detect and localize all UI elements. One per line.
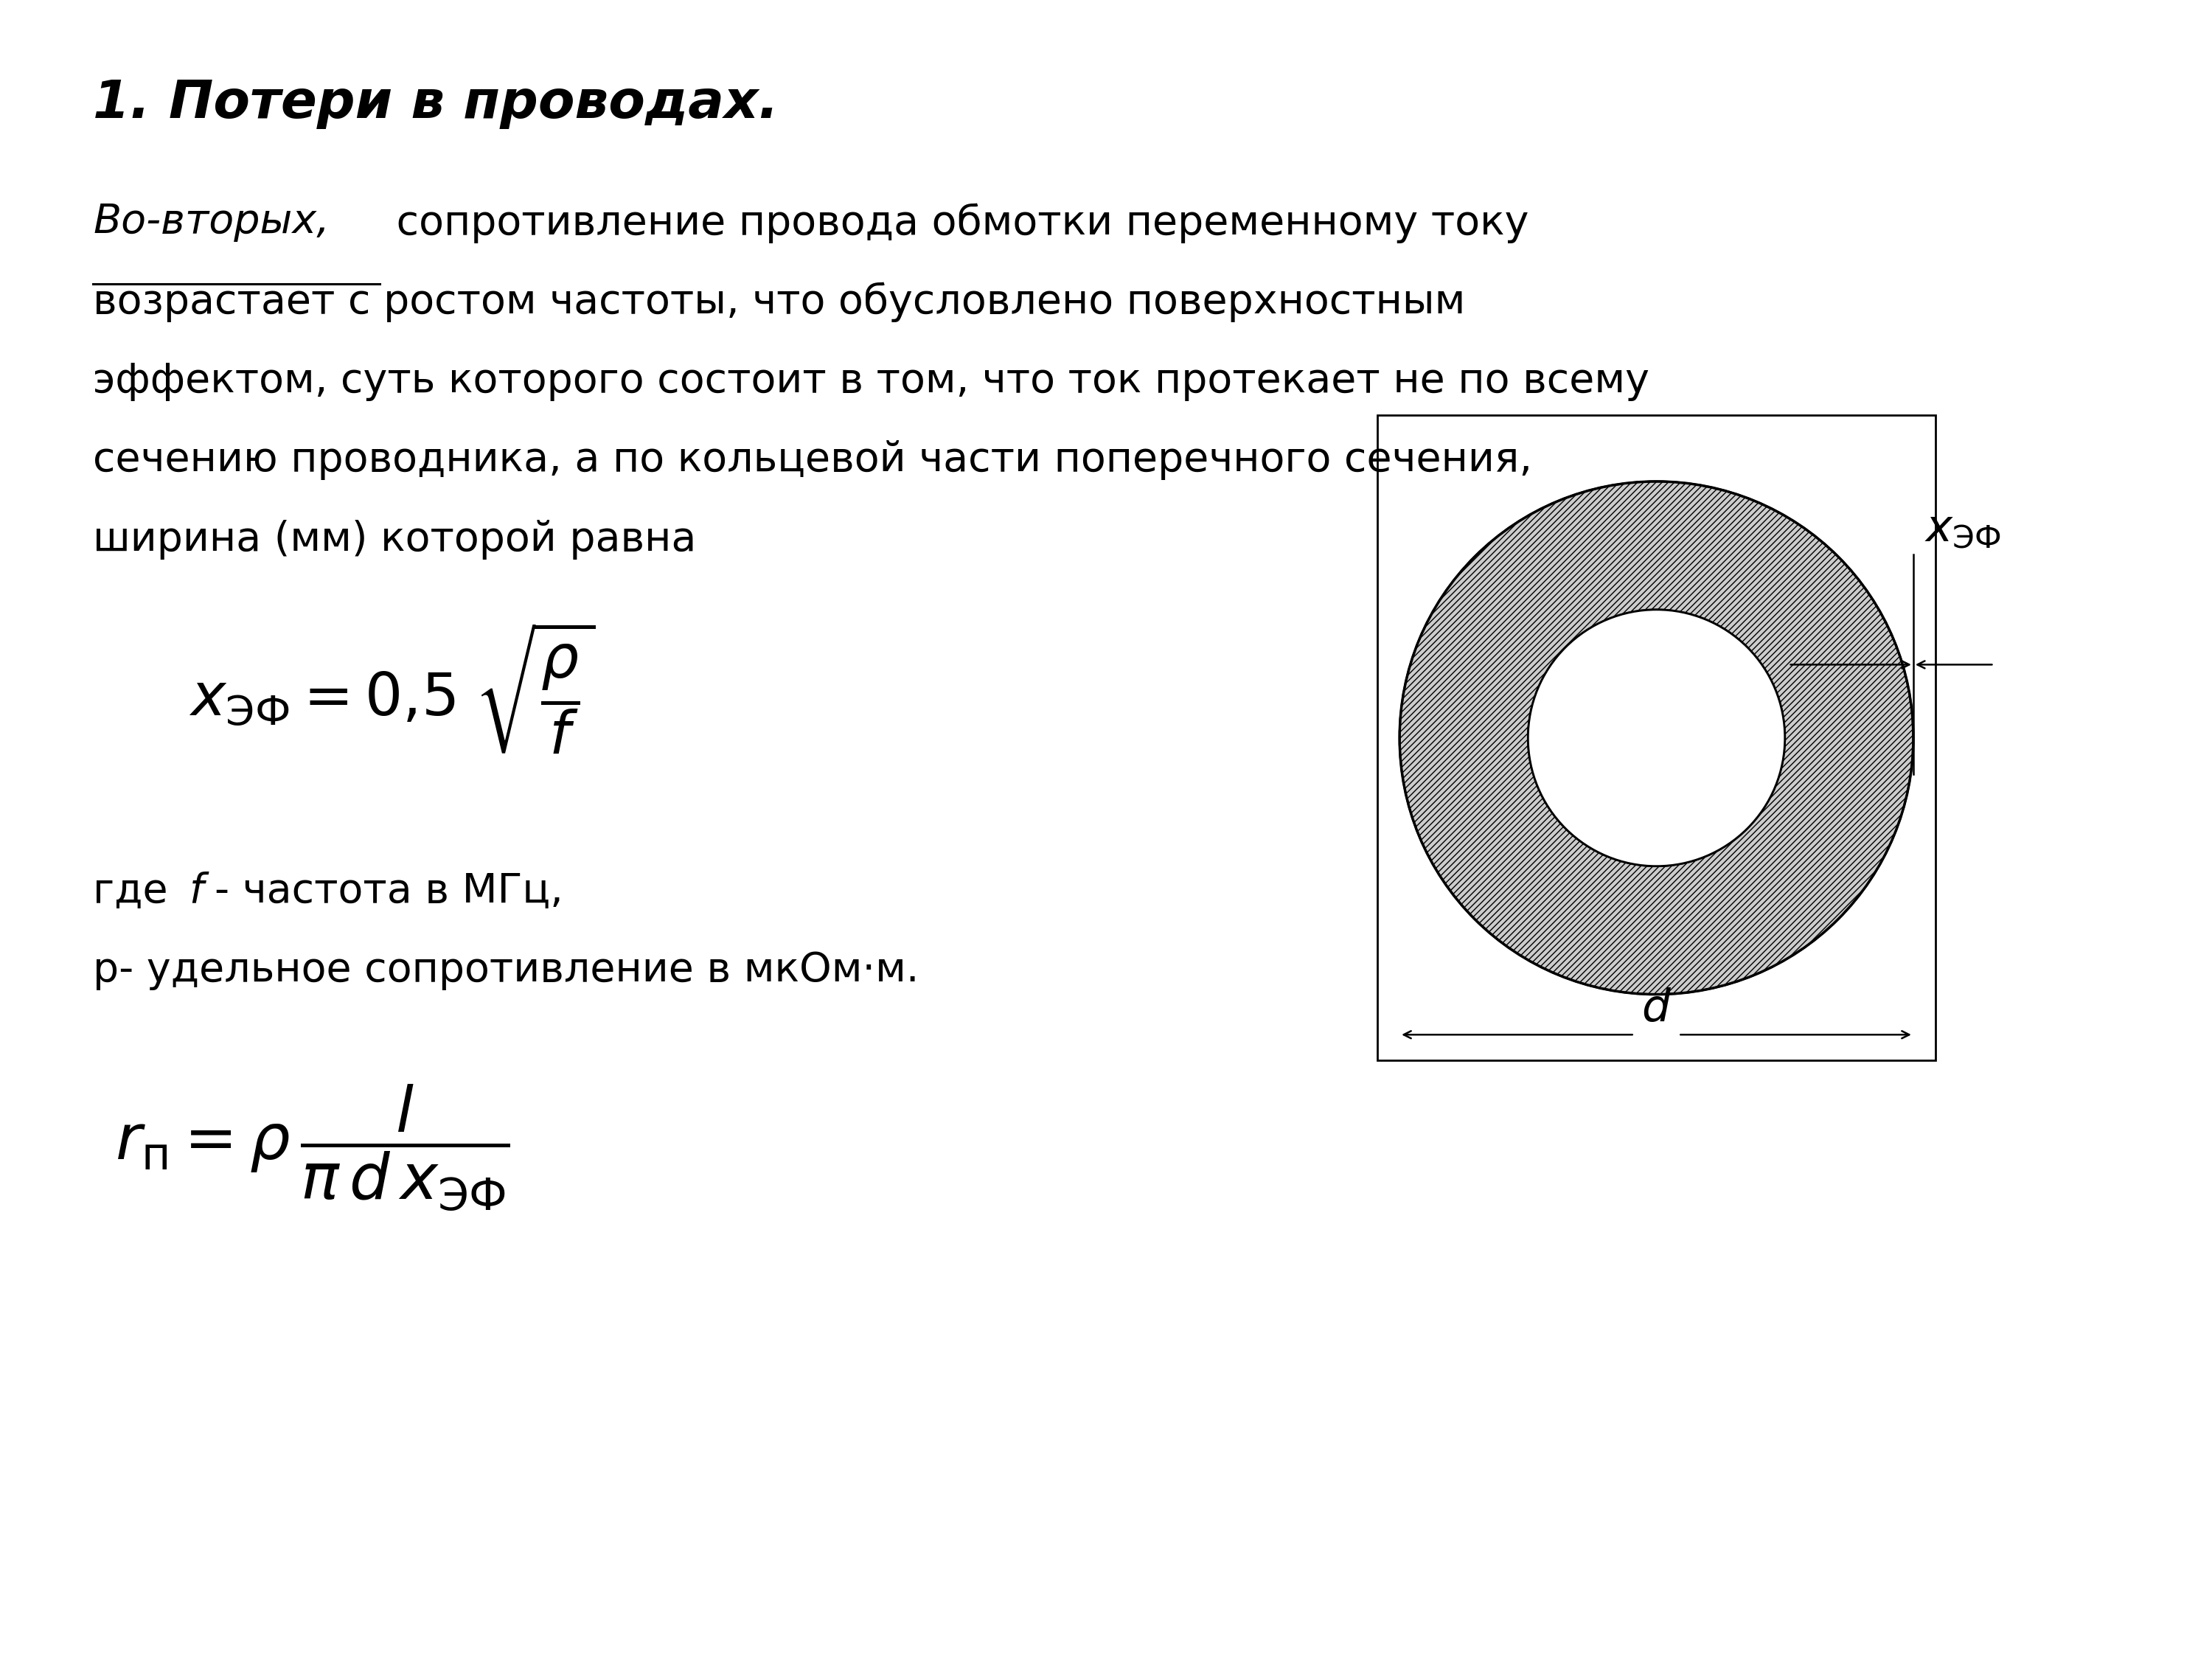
Text: где: где [93, 871, 181, 911]
Wedge shape [1400, 481, 1913, 994]
Text: ширина (мм) которой равна: ширина (мм) которой равна [93, 519, 697, 559]
Text: - частота в МГц,: - частота в МГц, [215, 871, 562, 911]
Text: $x_{\rm ЭФ}$: $x_{\rm ЭФ}$ [1924, 508, 2002, 551]
Text: возрастает с ростом частоты, что обусловлено поверхностным: возрастает с ростом частоты, что обуслов… [93, 282, 1467, 322]
Text: f: f [188, 871, 204, 911]
Text: эффектом, суть которого состоит в том, что ток протекает не по всему: эффектом, суть которого состоит в том, ч… [93, 362, 1650, 401]
Text: $d$: $d$ [1641, 987, 1672, 1030]
Text: 1. Потери в проводах.: 1. Потери в проводах. [93, 78, 779, 129]
Text: р- удельное сопротивление в мкОм·м.: р- удельное сопротивление в мкОм·м. [93, 951, 920, 990]
Circle shape [1528, 609, 1785, 866]
Text: сечению проводника, а по кольцевой части поперечного сечения,: сечению проводника, а по кольцевой части… [93, 440, 1533, 479]
Circle shape [1400, 481, 1913, 994]
Text: сопротивление провода обмотки переменному току: сопротивление провода обмотки переменном… [383, 202, 1528, 244]
Text: $r_{\rm п} = \rho\,\dfrac{l}{\pi\, d\, x_{\rm ЭФ}}$: $r_{\rm п} = \rho\,\dfrac{l}{\pi\, d\, x… [115, 1083, 511, 1213]
Text: $x_{\rm \mathsf{ЭФ}} = 0{,}5\;\sqrt{\dfrac{\rho}{f}}$: $x_{\rm \mathsf{ЭФ}} = 0{,}5\;\sqrt{\dfr… [188, 620, 595, 755]
Text: Во-вторых,: Во-вторых, [93, 202, 330, 242]
